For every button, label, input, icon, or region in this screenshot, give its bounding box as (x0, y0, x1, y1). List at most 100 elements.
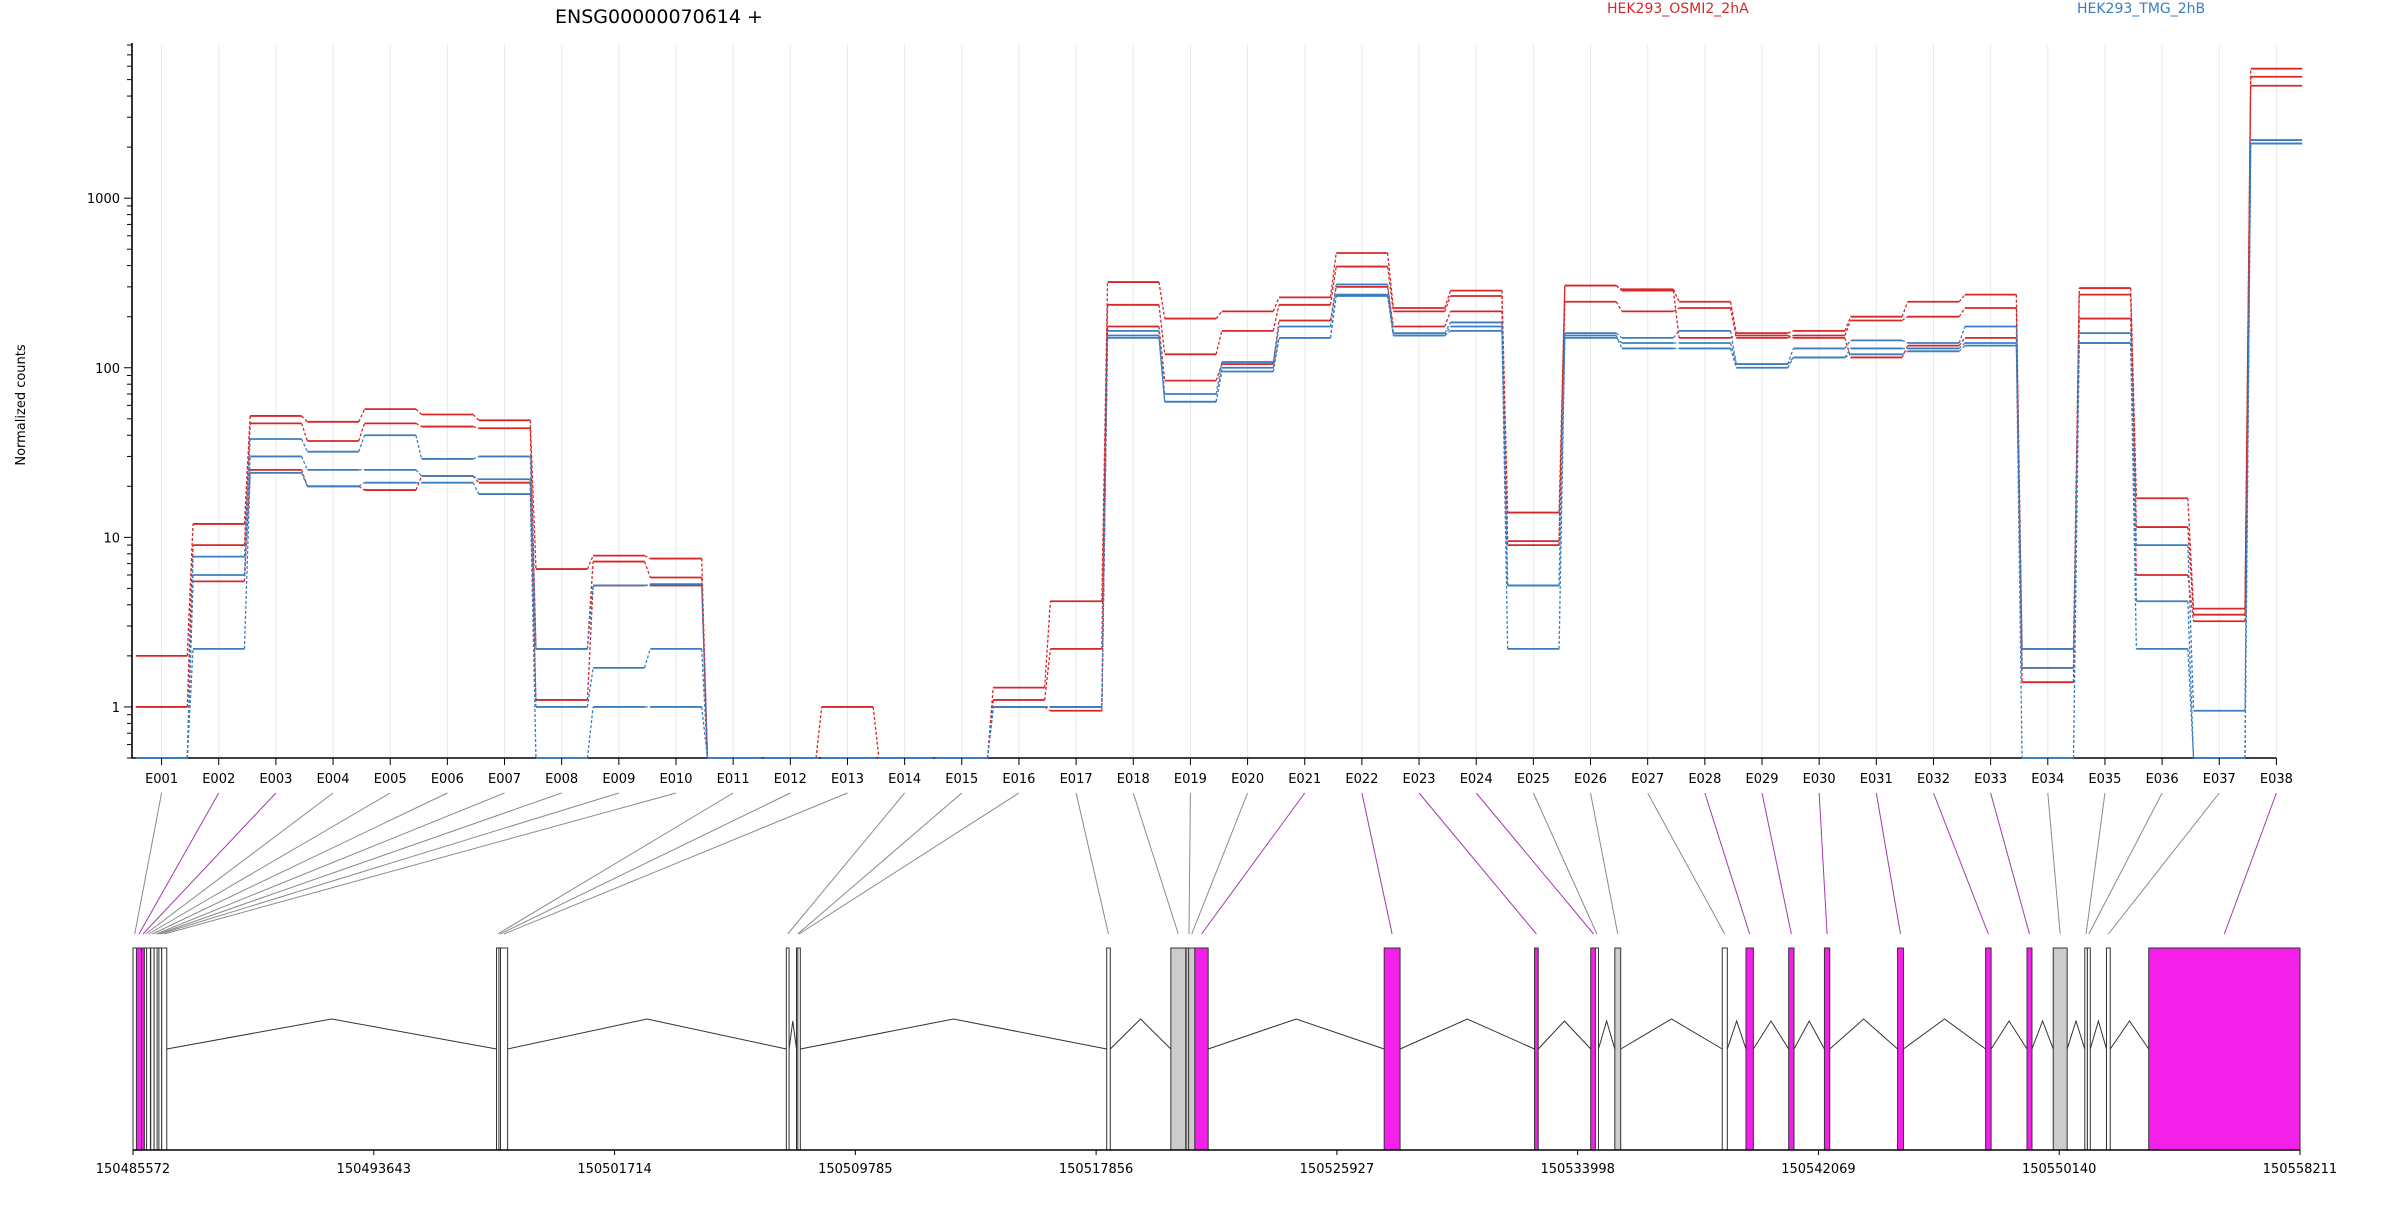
series-connector (1101, 337, 1109, 707)
series-connector (1901, 301, 1909, 317)
intron (2089, 1019, 2107, 1050)
series-connector (1329, 294, 1337, 338)
x-tick-label-E030: E030 (1803, 772, 1836, 787)
series-connector (2072, 342, 2080, 649)
series-connector (472, 455, 480, 460)
intron (2031, 1019, 2054, 1050)
x-tick-label-E016: E016 (1002, 772, 1035, 787)
connector-E011 (497, 792, 734, 935)
connector-E034 (2047, 792, 2061, 935)
gene-model (132, 947, 2301, 1151)
series-line (135, 142, 2303, 759)
connector-E028 (1704, 792, 1751, 935)
series-connector (1158, 335, 1166, 402)
series-connector (358, 482, 365, 487)
x-tick-label-E026: E026 (1574, 772, 1607, 787)
exon-box-E036 (2086, 947, 2091, 1151)
series-connector (1958, 342, 1966, 349)
grid-lines (161, 45, 2277, 758)
series-connector (1215, 361, 1223, 395)
series-connector (1215, 363, 1223, 381)
series-connector (2187, 498, 2195, 609)
series-connector (1615, 301, 1623, 312)
connector-E007 (155, 792, 505, 935)
connector-E032 (1933, 792, 1989, 935)
connector-E025 (1532, 792, 1598, 935)
series-connector (815, 706, 823, 759)
x-axis-ticks: E001 E002 E003 E004 E005 E006 E007 E008 E009 E010… (145, 758, 2293, 787)
series-connector (1044, 601, 1052, 688)
x-tick-label-E033: E033 (1974, 772, 2007, 787)
intron (1829, 1018, 1898, 1050)
exon-box-E013 (500, 947, 509, 1151)
legend-entry-osmi2: HEK293_OSMI2_2hA (1607, 1, 1749, 17)
coordinate-tick-label: 150509785 (818, 1162, 892, 1177)
connector-E024 (1475, 792, 1595, 935)
x-tick-label-E032: E032 (1917, 772, 1950, 787)
coordinate-tick-label: 150517856 (1059, 1162, 1133, 1177)
series-line (135, 139, 2303, 759)
y-tick-label: 10 (103, 531, 120, 546)
coordinate-tick-label: 150501714 (577, 1162, 651, 1177)
series-connector (529, 479, 537, 707)
x-tick-label-E037: E037 (2203, 772, 2236, 787)
series-line (135, 75, 2303, 759)
series-connector (1958, 326, 1966, 344)
coordinate-tick-label: 150542069 (1781, 1162, 1855, 1177)
x-tick-label-E035: E035 (2088, 772, 2121, 787)
y-tick-label: 1000 (87, 192, 120, 207)
series-connector (1729, 342, 1737, 365)
series-connector (1958, 307, 1966, 318)
exon-box-E037 (2105, 947, 2111, 1151)
series-connector (1272, 326, 1280, 363)
series-connector (1101, 282, 1109, 602)
series-connector (2130, 288, 2138, 499)
connector-E009 (160, 792, 619, 935)
intron (1597, 1019, 1616, 1050)
series-connector (1958, 337, 1966, 347)
series-connector (1672, 289, 1680, 303)
series-connector (301, 472, 308, 487)
connector-E003 (142, 792, 277, 935)
series-line (135, 142, 2303, 759)
series-connector (300, 423, 308, 442)
series-connector (2187, 545, 2195, 711)
exon-box-E021 (1194, 947, 1209, 1151)
series-connector (1444, 322, 1452, 334)
x-tick-label-E004: E004 (317, 772, 350, 787)
series-connector (301, 456, 308, 471)
series-connector (643, 561, 651, 578)
series-connector (2187, 648, 2195, 759)
x-tick-label-E013: E013 (831, 772, 864, 787)
exon-box-E006 (150, 947, 155, 1151)
x-tick-label-E036: E036 (2146, 772, 2179, 787)
series-connector (586, 585, 594, 649)
series-connector (1615, 332, 1623, 339)
x-tick-label-E002: E002 (202, 772, 235, 787)
exon-box-E010 (161, 947, 168, 1151)
x-tick-label-E012: E012 (774, 772, 807, 787)
exon-box-E020 (1188, 947, 1196, 1151)
exon-box-E022 (1383, 947, 1401, 1151)
axes: 1 10 100 1000 (87, 43, 2277, 759)
series-connector (529, 456, 537, 649)
series-connector (529, 482, 537, 700)
connector-E036 (2088, 792, 2163, 935)
exon-box-E027 (1721, 947, 1728, 1151)
coordinate-tick-label: 150550140 (2022, 1162, 2096, 1177)
x-tick-label-E023: E023 (1403, 772, 1436, 787)
connector-E006 (152, 792, 448, 935)
exon-box-E017 (1106, 947, 1111, 1151)
series-connector (1615, 337, 1623, 344)
exon-box-E023 (1534, 947, 1539, 1151)
series-connector (1558, 285, 1566, 546)
series-connector (1158, 304, 1166, 355)
y-axis-label: Normalized counts (14, 344, 29, 466)
series-connector (2187, 601, 2195, 759)
x-tick-label-E018: E018 (1117, 772, 1150, 787)
connector-E019 (1188, 792, 1191, 935)
x-tick-label-E017: E017 (1060, 772, 1093, 787)
exon-connectors (134, 792, 2277, 935)
series-connector (415, 469, 423, 477)
series-connector (1615, 285, 1623, 292)
